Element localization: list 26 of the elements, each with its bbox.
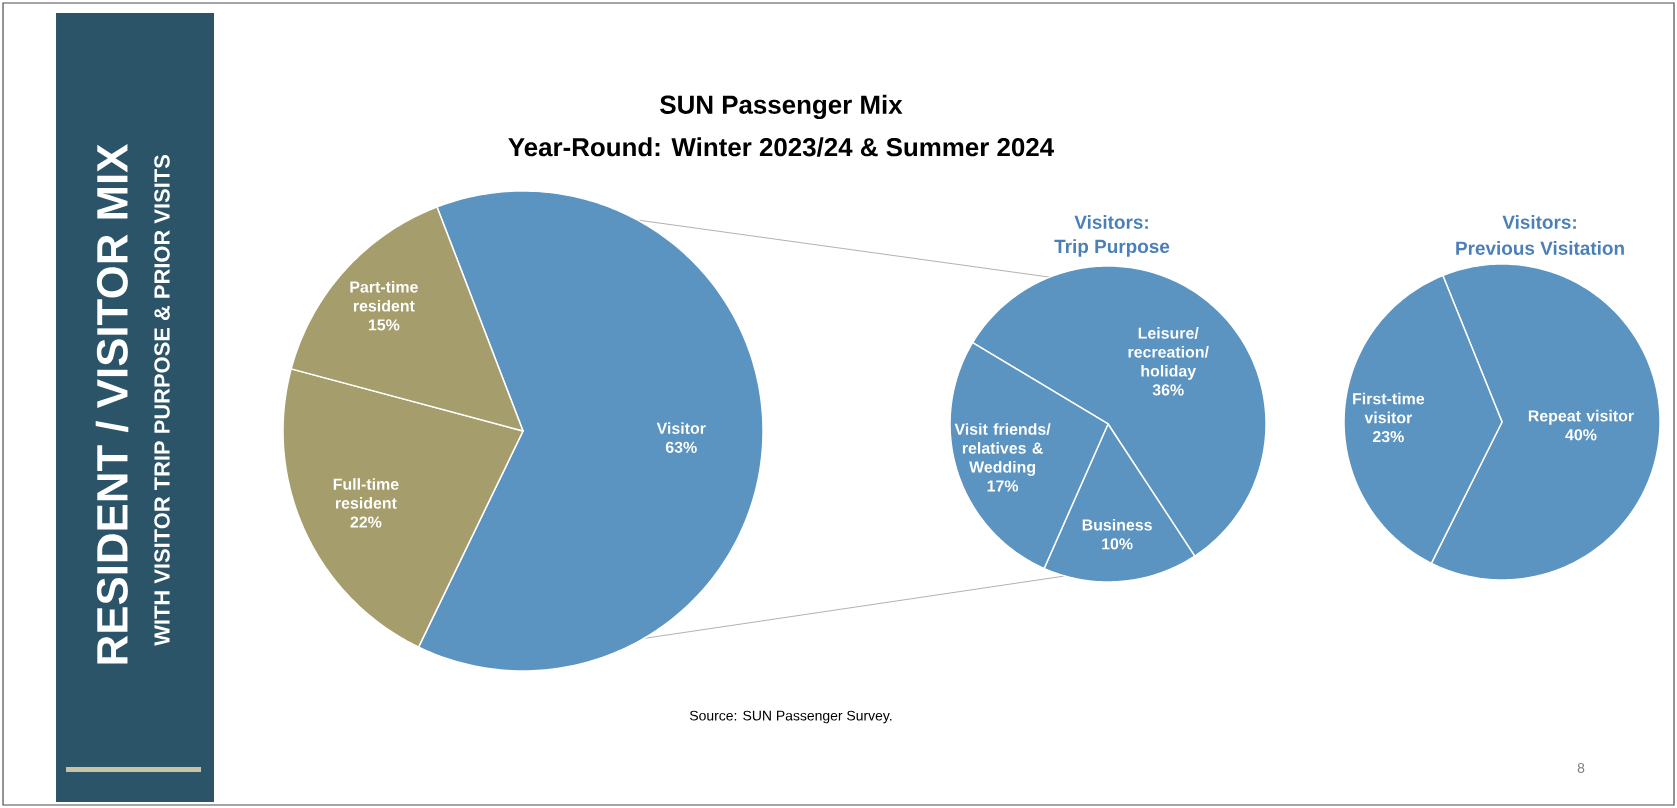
text: RESIDENT / VISITOR MIX bbox=[95, 143, 129, 664]
slice-label: Full-time resident bbox=[333, 478, 399, 509]
data-label: 63% bbox=[665, 441, 697, 453]
slice-label: Repeat visitor bbox=[1528, 409, 1634, 425]
data-label: 10% bbox=[1102, 538, 1133, 550]
slice-label: First-time visitor bbox=[1353, 392, 1425, 424]
chart-title: Visitors: bbox=[1074, 215, 1148, 229]
slice-label: Visit friends/ relatives & Wedding bbox=[954, 423, 1051, 476]
slice-label: Visitor bbox=[656, 422, 706, 434]
slice-label: Leisure/ recreation/ holiday bbox=[1128, 327, 1209, 380]
data-label: 40% bbox=[1565, 429, 1597, 441]
slice-label: Part-time resident bbox=[350, 280, 418, 312]
source-note: Source: SUN Passenger Survey. bbox=[689, 710, 892, 724]
data-label: 36% bbox=[1152, 384, 1184, 396]
chart-title: SUN Passenger Mix bbox=[660, 94, 903, 120]
data-label: 17% bbox=[987, 480, 1019, 492]
data-label: 23% bbox=[1372, 430, 1404, 443]
data-label: 22% bbox=[350, 516, 382, 528]
chart-subtitle: Trip Purpose bbox=[1054, 239, 1170, 257]
text: WITH VISITOR TRIP PURPOSE & PRIOR VISITS bbox=[154, 155, 170, 646]
chart-subtitle: Year-Round: Winter 2023/24 & Summer 2024 bbox=[508, 137, 1054, 157]
chart-title: Visitors: bbox=[1502, 215, 1576, 229]
slice-label: Business bbox=[1082, 518, 1152, 531]
chart-subtitle: Previous Visitation bbox=[1456, 241, 1624, 255]
data-label: 15% bbox=[368, 319, 400, 331]
text: 8 bbox=[1577, 763, 1585, 773]
